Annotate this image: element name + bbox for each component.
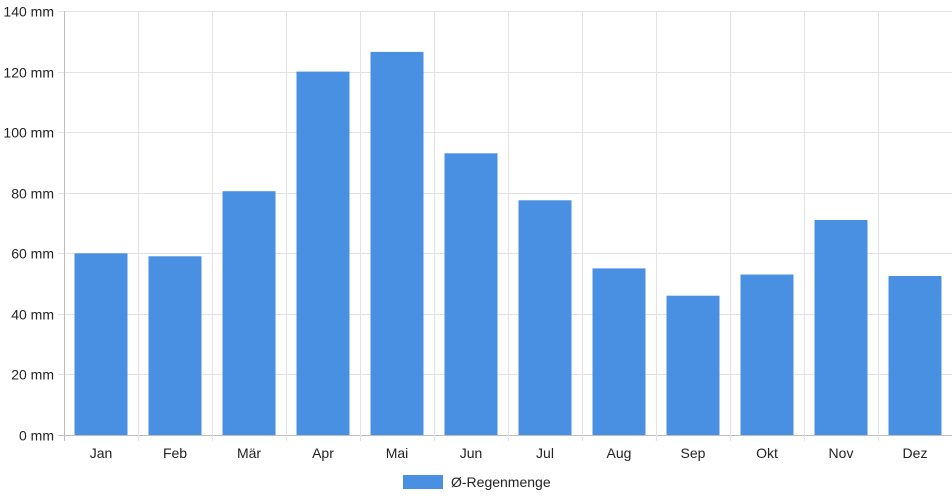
y-axis-ticks: 0 mm 20 mm 40 mm 60 mm 80 mm 100 mm 120 mm 140 … xyxy=(3,4,54,444)
y-tick-label: 20 mm xyxy=(11,367,54,383)
bar[interactable] xyxy=(518,200,572,435)
bar[interactable] xyxy=(740,274,794,436)
y-tick-label: 140 mm xyxy=(3,4,54,20)
x-tick-label: Feb xyxy=(163,445,187,461)
x-axis-ticks: Jan Feb Mär Apr Mai Jun Jul Aug Sep Okt Nov Dez xyxy=(90,445,928,461)
legend[interactable]: Ø-Regenmenge xyxy=(403,474,551,490)
x-tick-label: Okt xyxy=(756,445,778,461)
y-tick-label: 0 mm xyxy=(19,428,54,444)
bar[interactable] xyxy=(814,220,868,435)
x-tick-label: Aug xyxy=(607,445,632,461)
x-tick-label: Mär xyxy=(237,445,261,461)
legend-swatch xyxy=(403,475,443,489)
y-tick-label: 80 mm xyxy=(11,186,54,202)
y-tick-label: 100 mm xyxy=(3,125,54,141)
x-tick-label: Apr xyxy=(312,445,334,461)
bar[interactable] xyxy=(370,51,424,436)
y-tick-label: 40 mm xyxy=(11,307,54,323)
x-tick-label: Dez xyxy=(903,445,928,461)
bar[interactable] xyxy=(592,268,646,435)
legend-label: Ø-Regenmenge xyxy=(451,474,551,490)
bars xyxy=(74,51,942,436)
bar[interactable] xyxy=(444,153,498,436)
grid-layer xyxy=(58,11,952,441)
bar[interactable] xyxy=(222,191,276,435)
y-tick-label: 120 mm xyxy=(3,65,54,81)
bar[interactable] xyxy=(74,253,128,435)
bar[interactable] xyxy=(148,256,202,435)
x-tick-label: Jul xyxy=(536,445,554,461)
x-tick-label: Jun xyxy=(460,445,483,461)
bar[interactable] xyxy=(888,276,942,435)
x-tick-label: Mai xyxy=(386,445,409,461)
bar[interactable] xyxy=(666,295,720,435)
y-tick-label: 60 mm xyxy=(11,246,54,262)
bar[interactable] xyxy=(296,71,350,435)
x-tick-label: Sep xyxy=(681,445,706,461)
x-tick-label: Jan xyxy=(90,445,113,461)
x-tick-label: Nov xyxy=(829,445,854,461)
